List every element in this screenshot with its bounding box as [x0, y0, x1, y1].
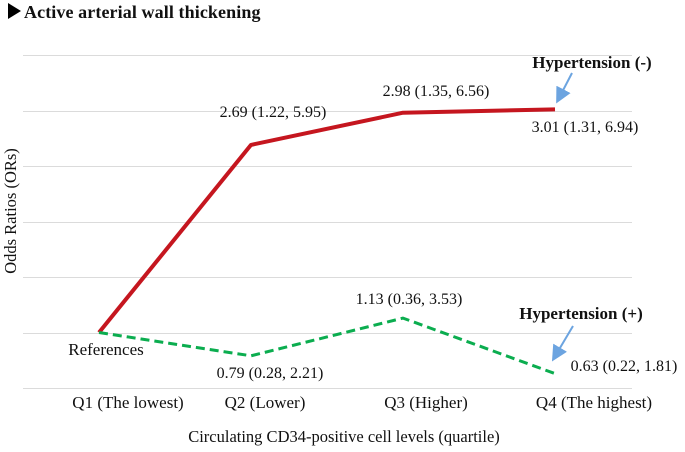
- gridline: [23, 110, 632, 112]
- gridline: [23, 166, 632, 167]
- reference-label: References: [68, 340, 144, 359]
- gridline: [23, 277, 632, 278]
- x-tick-q1: Q1 (The lowest): [72, 393, 184, 412]
- point-label-q4-negative: 3.01 (1.31, 6.94): [531, 119, 639, 136]
- x-tick-q2: Q2 (Lower): [224, 393, 306, 412]
- gridline: [23, 221, 632, 223]
- gridline: [23, 388, 632, 389]
- x-tick-q4: Q4 (The highest): [535, 393, 653, 412]
- point-label-q3-positive: 1.13 (0.36, 3.53): [355, 291, 463, 308]
- hypertension-negative-arrow-icon: [556, 72, 573, 104]
- point-label-q4-positive: 0.63 (0.22, 1.81): [570, 358, 678, 375]
- point-label-q2-negative: 2.69 (1.22, 5.95): [219, 104, 327, 121]
- figure-title: Active arterial wall thickening: [8, 2, 261, 23]
- x-tick-q3: Q3 (Higher): [384, 393, 468, 412]
- point-label-q3-negative: 2.98 (1.35, 6.56): [382, 83, 490, 100]
- legend-hypertension-positive: Hypertension (+): [519, 304, 643, 323]
- gridline: [23, 332, 632, 334]
- x-axis-label: Circulating CD34-positive cell levels (q…: [188, 427, 500, 446]
- figure-title-text: Active arterial wall thickening: [24, 2, 261, 22]
- legend-hypertension-negative: Hypertension (-): [532, 53, 652, 72]
- hypertension-positive-arrow-icon: [551, 325, 574, 362]
- y-axis-label: Odds Ratios (ORs): [1, 148, 20, 274]
- point-label-q2-positive: 0.79 (0.28, 2.21): [216, 365, 324, 382]
- series-lines: [97, 107, 556, 376]
- gridline: [23, 55, 632, 56]
- series-line-hypertension-positive: [98, 316, 556, 376]
- title-marker-icon: [8, 3, 21, 19]
